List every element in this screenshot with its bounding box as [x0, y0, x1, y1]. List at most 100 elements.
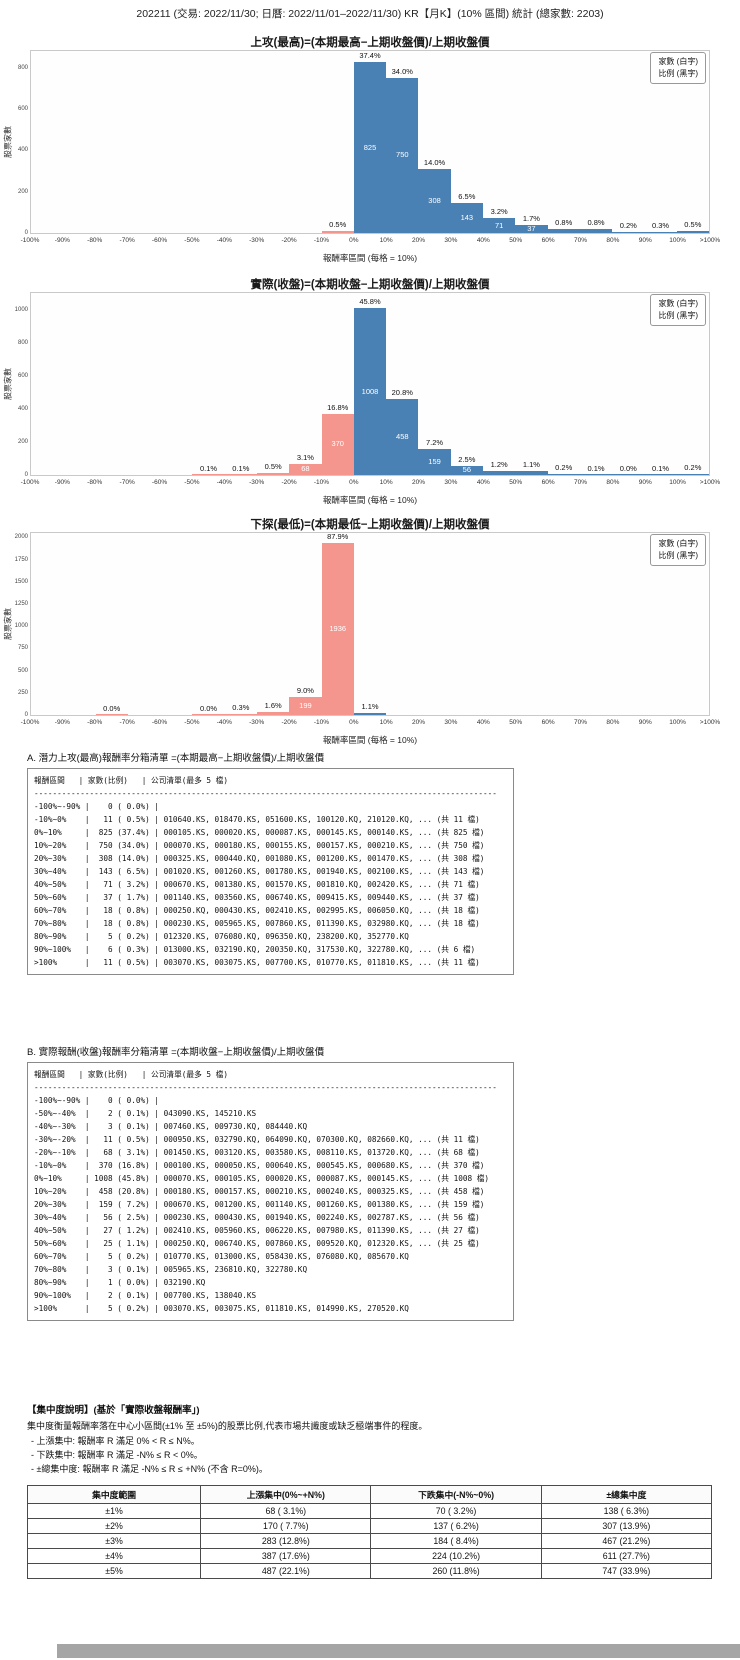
section-b-bin-list: 報酬區間 | 家數(比例) | 公司清單(最多 5 檔) ------------… [27, 1062, 514, 1321]
chart-upside-high: 上攻(最高)=(本期最高−上期收盤價)/上期收盤價 股票家數 0 200 400 600 8… [0, 32, 740, 268]
x-tick-label: 60% [541, 719, 555, 726]
bar-60%~70% [547, 229, 580, 233]
bar-10%~20% [386, 77, 419, 233]
list-row: -40%~-30% | 3 ( 0.1%) | 007460.KS, 00973… [34, 1122, 308, 1131]
x-tick-label: 30% [444, 719, 458, 726]
x-tick-label: 10% [379, 237, 393, 244]
x-tick-label: 50% [509, 719, 523, 726]
bar--40%~-30% [224, 474, 257, 475]
bar--20%~-10% [289, 697, 322, 715]
legend-box: 家數 (白字) 比例 (黑字) [650, 294, 706, 326]
list-row: 40%~50% | 71 ( 3.2%) | 000670.KS, 001380… [34, 880, 480, 889]
bar-percent-label: 20.8% [391, 388, 413, 398]
x-tick-label: 80% [606, 719, 620, 726]
y-axis-label: 股票家數 [2, 292, 14, 476]
concentration-cell: ±1% [26, 1503, 202, 1519]
bar-count-label: 143 [460, 213, 474, 223]
list-header: 報酬區間 | 家數(比例) | 公司清單(最多 5 檔) [34, 776, 228, 785]
x-tick-label: 60% [541, 237, 555, 244]
bar--10%~0% [321, 543, 354, 715]
bar-40%~50% [483, 218, 516, 233]
bar-count-label: 1008 [361, 386, 379, 396]
x-tick-label: 0% [349, 479, 359, 486]
bar-90%~100% [644, 231, 677, 233]
concentration-col-header: 上漲集中(0%~+N%) [200, 1485, 372, 1504]
x-tick-label: -10% [313, 237, 330, 244]
x-tick-label: -50% [184, 237, 200, 244]
list-row: -10%~0% | 11 ( 0.5%) | 010640.KS, 018470… [34, 815, 480, 824]
bar-percent-label: 0.5% [264, 462, 282, 472]
x-tick-label: -70% [119, 237, 135, 244]
x-tick-label: 30% [444, 237, 458, 244]
bar-percent-label: 0.2% [684, 463, 702, 473]
page-title: 202211 (交易: 2022/11/30; 日曆: 2022/11/01–2… [136, 8, 604, 20]
x-tick-label: -70% [119, 479, 135, 486]
bar-percent-label: 9.0% [296, 686, 314, 696]
bar-percent-label: 0.2% [619, 220, 637, 230]
legend-percent-label: 比例 (黑字) [658, 69, 698, 78]
bar-percent-label: 1.1% [522, 459, 540, 469]
bar-50%~60% [515, 470, 548, 475]
x-tick-label: 70% [573, 479, 587, 486]
chart-actual-close: 實際(收盤)=(本期收盤−上期收盤價)/上期收盤價 股票家數 0 200 400 600 8… [0, 274, 740, 510]
bar-percent-label: 0.1% [652, 463, 670, 473]
y-tick-label: 400 [17, 147, 28, 154]
y-tick-label: 800 [17, 339, 28, 346]
bar-0%~10% [353, 308, 387, 475]
x-tick-label: 50% [509, 237, 523, 244]
concentration-bullet: - 下跌集中: 報酬率 R 滿足 -N% ≤ R < 0%。 [31, 1450, 203, 1460]
legend-percent-label: 比例 (黑字) [658, 551, 698, 560]
concentration-cell: 307 (13.9%) [540, 1518, 713, 1534]
y-axis-label-text: 股票家數 [3, 126, 13, 158]
bar-count-label: 308 [428, 196, 441, 206]
list-header: 報酬區間 | 家數(比例) | 公司清單(最多 5 檔) [34, 1070, 228, 1079]
bar-70%~80% [579, 229, 613, 233]
concentration-cell: ±5% [26, 1563, 202, 1579]
x-tick-label: -100% [20, 479, 40, 486]
x-axis-label: 報酬率區間 (每格 = 10%) [322, 495, 418, 505]
concentration-cell: 260 (11.8%) [370, 1563, 542, 1579]
list-row: -100%~-90% | 0 ( 0.0%) | [34, 802, 159, 811]
x-tick-label: -100% [20, 719, 40, 726]
bar-0%~10% [353, 62, 387, 233]
concentration-row: ±4% 387 (17.6%) 224 (10.2%) 611 (27.7%) [26, 1548, 713, 1564]
concentration-cell: 68 ( 3.1%) [200, 1503, 372, 1519]
x-tick-label: -40% [216, 479, 232, 486]
bar-60%~70% [547, 474, 580, 475]
list-row: 30%~40% | 143 ( 6.5%) | 001020.KS, 00126… [34, 867, 485, 876]
list-row: >100% | 11 ( 0.5%) | 003070.KS, 003075.K… [34, 958, 480, 967]
y-tick-label: 400 [17, 405, 28, 412]
x-tick-label: 30% [444, 479, 458, 486]
list-row: -10%~0% | 370 (16.8%) | 000100.KS, 00005… [34, 1161, 485, 1170]
y-tick-label: 1000 [14, 306, 28, 313]
bar-count-label: 159 [428, 456, 441, 466]
y-axis-label-text: 股票家數 [3, 608, 13, 640]
concentration-cell: ±4% [26, 1548, 202, 1564]
list-row: 60%~70% | 5 ( 0.2%) | 010770.KS, 013000.… [34, 1252, 409, 1261]
concentration-row: ±1% 68 ( 3.1%) 70 ( 3.2%) 138 ( 6.3%) [26, 1503, 713, 1519]
bar-count-label: 37 [527, 224, 536, 234]
section-a-bin-list: 報酬區間 | 家數(比例) | 公司清單(最多 5 檔) ------------… [27, 768, 514, 975]
bar-count-label: 56 [462, 465, 472, 475]
bar-70%~80% [579, 474, 613, 475]
y-tick-label: 1250 [14, 601, 28, 608]
bar-count-label: 458 [396, 432, 409, 442]
list-row: 40%~50% | 27 ( 1.2%) | 002410.KS, 005960… [34, 1226, 480, 1235]
x-axis-ticks: -100% -90% -80% -70% -60% -50% -40% -30% -20% -10… [21, 479, 721, 489]
x-tick-label: -30% [249, 719, 265, 726]
x-tick-label: -90% [54, 237, 70, 244]
x-tick-label: 0% [349, 719, 359, 726]
concentration-cell: ±3% [26, 1533, 202, 1549]
bar-count-label: 370 [331, 439, 344, 449]
bar-percent-label: 0.0% [619, 463, 637, 473]
concentration-cell: 387 (17.6%) [200, 1548, 372, 1564]
concentration-col-header: 下跌集中(-N%~0%) [370, 1485, 542, 1504]
x-tick-label: -20% [281, 719, 297, 726]
list-row: 20%~30% | 159 ( 7.2%) | 000670.KS, 00120… [34, 1200, 485, 1209]
bar-percent-label: 0.8% [587, 218, 605, 228]
y-axis-label: 股票家數 [2, 532, 14, 716]
section-a-title: A. 潛力上攻(最高)報酬率分箱清單 =(本期最高−上期收盤價)/上期收盤價 [27, 753, 325, 764]
bar-percent-label: 0.3% [232, 703, 250, 713]
x-tick-label: -60% [151, 719, 168, 726]
